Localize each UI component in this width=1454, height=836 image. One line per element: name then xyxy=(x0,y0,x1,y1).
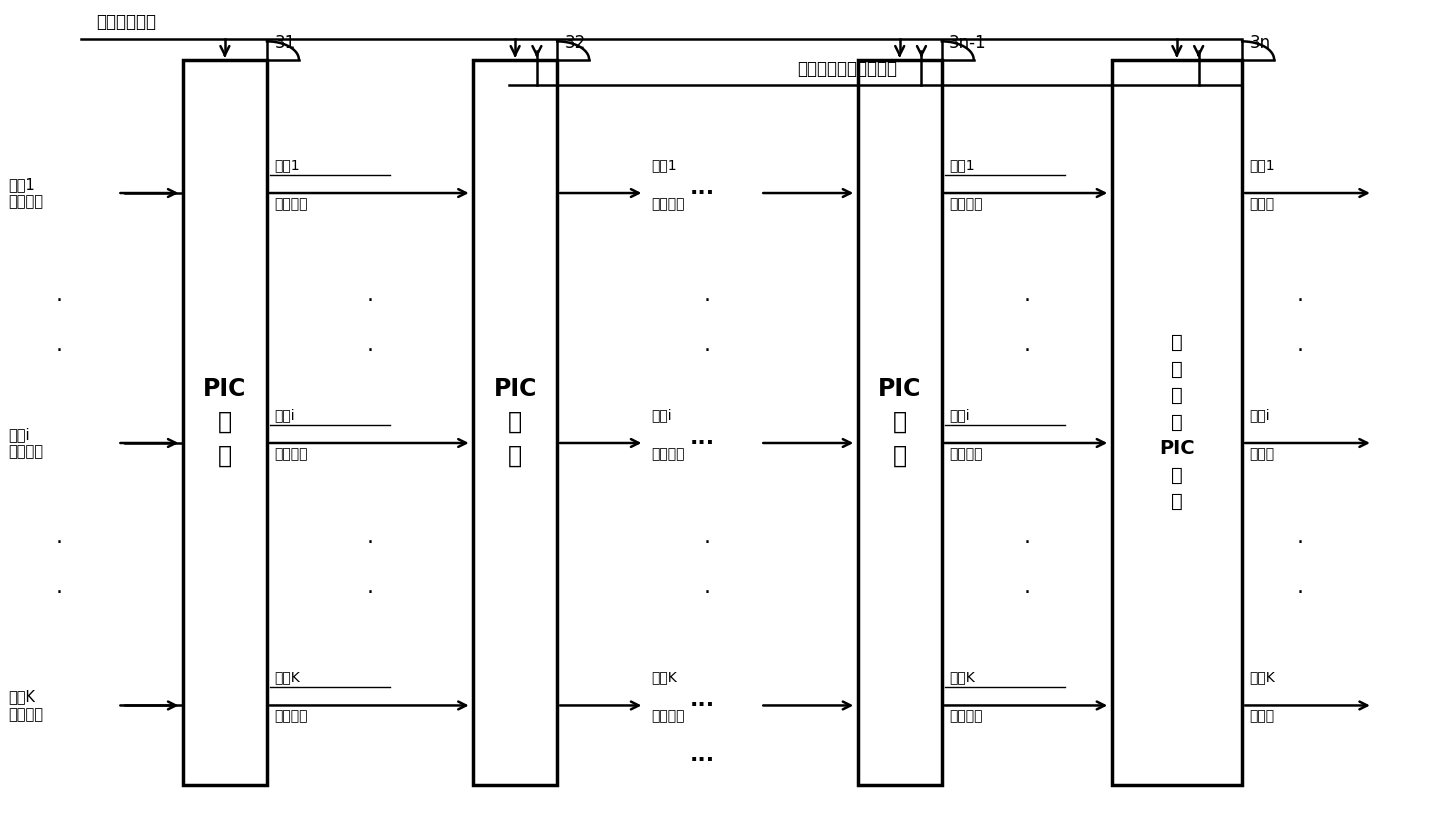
Text: 用户1: 用户1 xyxy=(275,158,300,172)
Text: 用户K: 用户K xyxy=(651,670,678,685)
Text: 各用户的多径时延信息: 各用户的多径时延信息 xyxy=(797,60,897,78)
Text: ·: · xyxy=(1024,533,1031,553)
Bar xyxy=(858,59,942,785)
Text: ·: · xyxy=(704,533,711,553)
Text: ·: · xyxy=(1297,292,1304,311)
Bar xyxy=(183,59,268,785)
Text: 软输出: 软输出 xyxy=(1249,710,1275,724)
Text: ·: · xyxy=(1297,533,1304,553)
Text: ·: · xyxy=(1024,583,1031,603)
Text: 3n-1: 3n-1 xyxy=(949,34,987,52)
Text: 用户i: 用户i xyxy=(1249,408,1269,422)
Text: ·: · xyxy=(366,583,374,603)
Text: 用户i: 用户i xyxy=(275,408,295,422)
Text: 用户K: 用户K xyxy=(1249,670,1275,685)
Bar xyxy=(473,59,557,785)
Text: 波束信号: 波束信号 xyxy=(949,710,983,724)
Text: PIC
单
元: PIC 单 元 xyxy=(878,377,922,467)
Text: 波束信号: 波束信号 xyxy=(651,710,685,724)
Text: 波束信号: 波束信号 xyxy=(275,447,308,461)
Text: 用户1: 用户1 xyxy=(949,158,974,172)
Text: 用户1
波束信号: 用户1 波束信号 xyxy=(9,177,44,209)
Text: ·: · xyxy=(366,292,374,311)
Text: 波束信号: 波束信号 xyxy=(651,447,685,461)
Text: 全部波束信号: 全部波束信号 xyxy=(96,13,156,31)
Text: 31: 31 xyxy=(275,34,295,52)
Text: ·: · xyxy=(55,292,63,311)
Text: 最
后
一
级
PIC
单
元: 最 后 一 级 PIC 单 元 xyxy=(1159,334,1195,511)
Text: ·: · xyxy=(1297,583,1304,603)
Text: 软输出: 软输出 xyxy=(1249,447,1275,461)
Text: 用户K
波束信号: 用户K 波束信号 xyxy=(9,689,44,721)
Text: 用户i: 用户i xyxy=(651,408,672,422)
Text: 用户1: 用户1 xyxy=(651,158,678,172)
Text: 软输出: 软输出 xyxy=(1249,197,1275,212)
Text: ···: ··· xyxy=(689,750,715,770)
Text: ·: · xyxy=(704,292,711,311)
Text: ·: · xyxy=(1297,341,1304,361)
Text: 波束信号: 波束信号 xyxy=(949,197,983,212)
Text: 32: 32 xyxy=(564,34,586,52)
Text: 3n: 3n xyxy=(1249,34,1271,52)
Text: 波束信号: 波束信号 xyxy=(275,197,308,212)
Text: 波束信号: 波束信号 xyxy=(275,710,308,724)
Text: PIC
单
元: PIC 单 元 xyxy=(204,377,247,467)
Bar xyxy=(1111,59,1242,785)
Text: ·: · xyxy=(1024,292,1031,311)
Text: ·: · xyxy=(366,341,374,361)
Text: ···: ··· xyxy=(689,183,715,203)
Text: 用户i
波束信号: 用户i 波束信号 xyxy=(9,427,44,459)
Text: 用户i: 用户i xyxy=(949,408,970,422)
Text: ·: · xyxy=(55,583,63,603)
Text: 用户K: 用户K xyxy=(949,670,974,685)
Text: ·: · xyxy=(1024,341,1031,361)
Text: ···: ··· xyxy=(689,433,715,453)
Text: ·: · xyxy=(704,583,711,603)
Text: 波束信号: 波束信号 xyxy=(949,447,983,461)
Text: ·: · xyxy=(704,341,711,361)
Text: ···: ··· xyxy=(689,696,715,716)
Text: PIC
单
元: PIC 单 元 xyxy=(493,377,537,467)
Text: 波束信号: 波束信号 xyxy=(651,197,685,212)
Text: 用户K: 用户K xyxy=(275,670,300,685)
Text: ·: · xyxy=(55,533,63,553)
Text: ·: · xyxy=(55,341,63,361)
Text: 用户1: 用户1 xyxy=(1249,158,1275,172)
Text: ·: · xyxy=(366,533,374,553)
